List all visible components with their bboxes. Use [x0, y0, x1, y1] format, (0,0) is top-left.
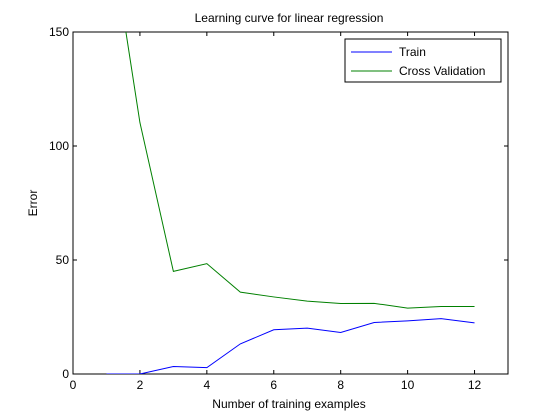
plot-area	[72, 31, 509, 375]
x-tick-label: 8	[337, 378, 344, 392]
x-tick-label: 6	[270, 378, 277, 392]
y-axis-label: Error	[26, 190, 40, 217]
x-axis-label: Number of training examples	[212, 397, 365, 411]
series-line-cross-validation	[125, 32, 475, 309]
x-tick-label: 0	[70, 378, 77, 392]
legend-box	[344, 38, 502, 83]
y-tick-label: 50	[56, 253, 70, 267]
x-tick-label: 10	[401, 378, 415, 392]
y-tick-label: 0	[62, 367, 69, 381]
legend-entry: Cross Validation	[399, 64, 485, 78]
chart-title: Learning curve for linear regression	[195, 11, 384, 25]
legend-entry: Train	[399, 45, 426, 59]
x-tick-label: 4	[204, 378, 211, 392]
y-tick-label: 150	[49, 25, 69, 39]
x-tick-label: 12	[468, 378, 482, 392]
y-tick-label: 100	[49, 139, 69, 153]
series-line-train	[106, 318, 475, 374]
legend: Train Cross Validation	[344, 38, 502, 83]
x-tick-label: 2	[137, 378, 144, 392]
